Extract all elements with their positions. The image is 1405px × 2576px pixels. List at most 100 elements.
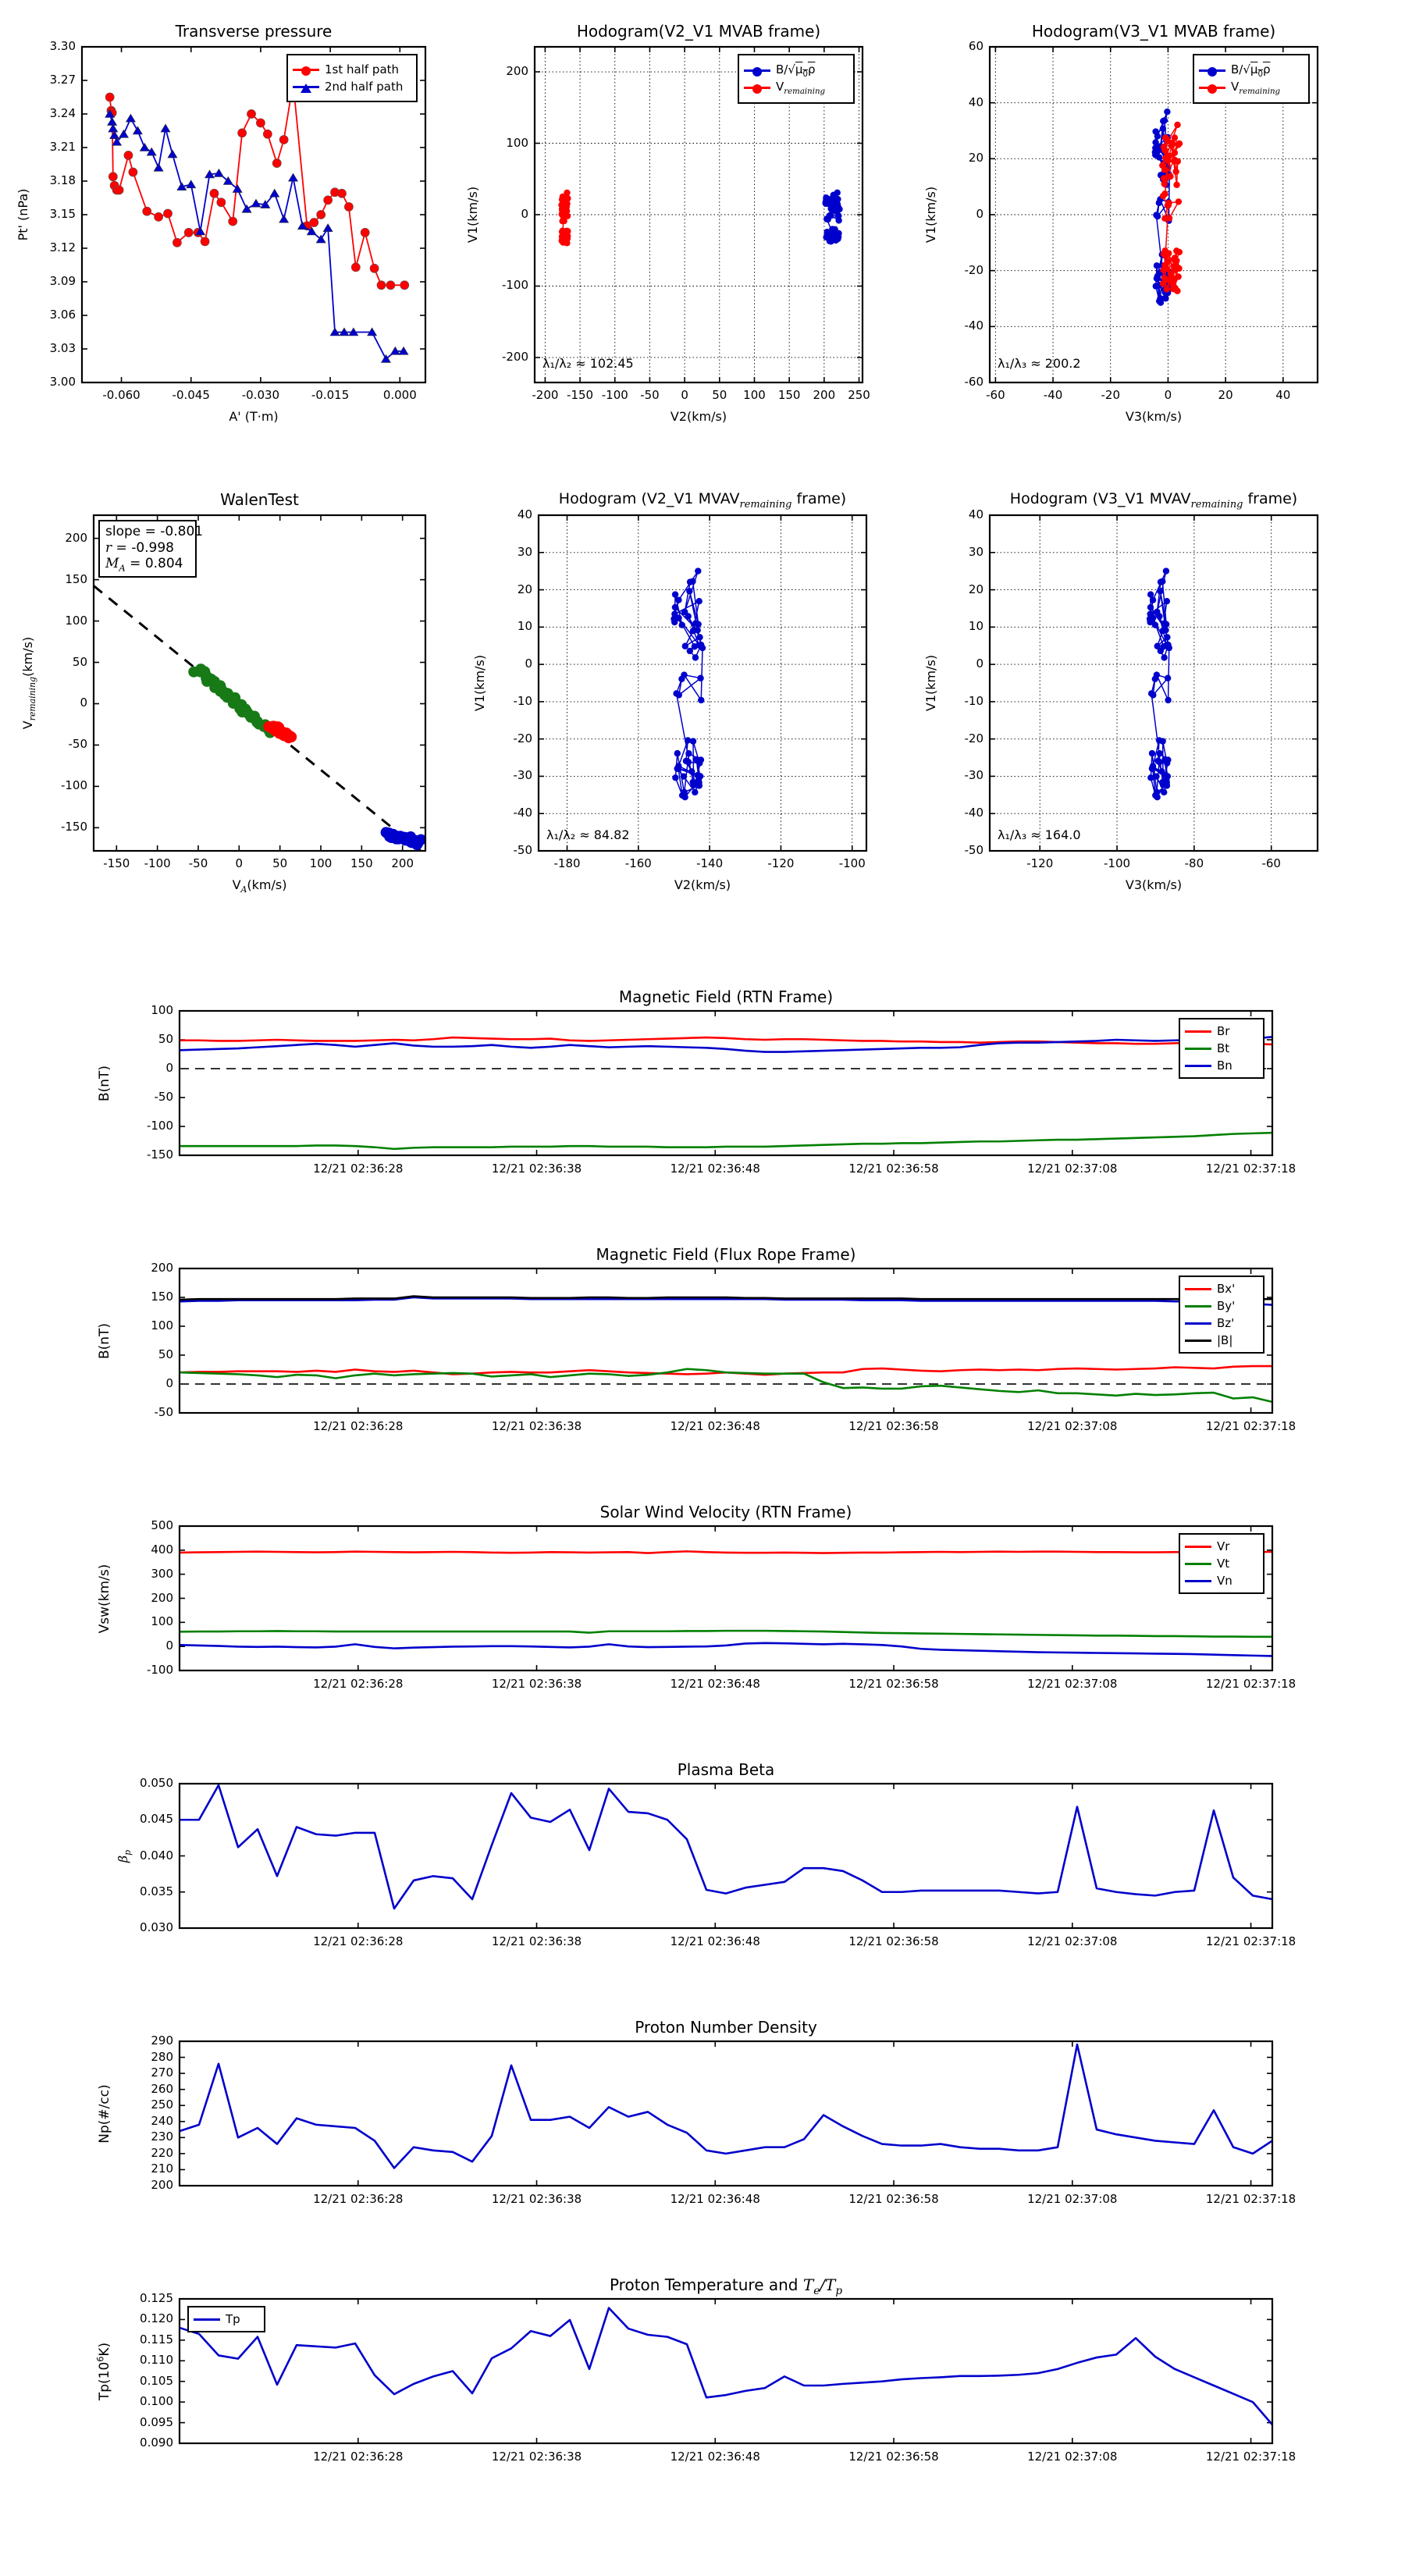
transverse-pressure-point (337, 188, 347, 198)
hodo-v3v1-mvab-point (1164, 108, 1171, 116)
hodo-v3v1-mvav-point (1161, 620, 1168, 627)
tp-ytick-label: 0.105 (140, 2373, 173, 2388)
b-fluxrope-legend-item[interactable]: Bx' (1185, 1280, 1258, 1297)
transverse-pressure-point (369, 263, 379, 273)
transverse-pressure-ytick-label: 3.15 (49, 207, 76, 221)
hodo-v2v1-mvav-xtick-label: -120 (767, 856, 795, 870)
walen-ytick-label: -50 (68, 737, 88, 752)
vsw-xtick-label: 12/21 02:36:38 (491, 1677, 582, 1691)
hodo-v3v1-mvab-legend[interactable]: B/√μ0ρ Vremaining (1193, 54, 1310, 104)
b-rtn-legend[interactable]: Br Bt Bn (1179, 1018, 1264, 1079)
vsw-xtick-label: 12/21 02:37:18 (1205, 1677, 1297, 1691)
tp-legend-swatch (194, 2318, 220, 2321)
b-fluxrope-xtick-label: 12/21 02:36:38 (491, 1419, 582, 1433)
hodo-v2v1-mvav-point (689, 578, 696, 585)
hodo-v3v1-mvab-title: Hodogram(V3_V1 MVAB frame) (1031, 22, 1276, 41)
transverse-pressure-point (256, 118, 265, 128)
hodo-v3v1-mvab-ytick-label: -60 (964, 375, 984, 389)
tp-legend-item[interactable]: Tp (194, 2311, 259, 2328)
hodo-v2v1-mvab-point (823, 215, 831, 222)
vsw-legend-item[interactable]: Vr (1185, 1538, 1258, 1555)
hodo-v3v1-mvab-ytick-label: -20 (964, 262, 984, 277)
hodo-v3v1-mvav-point (1158, 768, 1165, 775)
transverse-pressure-point (329, 327, 340, 336)
vsw-legend-item[interactable]: Vn (1185, 1572, 1258, 1589)
tp-series-0 (180, 2307, 1272, 2426)
hodo-v2v1-mvab-legend[interactable]: B/√μ0ρ Vremaining (738, 54, 855, 104)
transverse-pressure-legend[interactable]: 1st half path 2nd half path (286, 54, 418, 102)
transverse-pressure-xlabel: A' (T·m) (229, 409, 279, 424)
b-rtn-legend-item[interactable]: Bn (1185, 1057, 1258, 1074)
hodo-v2v1-mvav-point (686, 588, 693, 595)
hodo-v3v1-mvav-ytick-label: 30 (968, 544, 984, 559)
hodo-v2v1-mvav-point (682, 757, 690, 765)
hodo-v3v1-mvab-point (1171, 149, 1179, 156)
b-fluxrope-ytick-label: 0 (165, 1376, 173, 1390)
hodo-v2v1-mvav-eigenvalue-annotation: λ₁/λ₂ ≈ 84.82 (546, 827, 630, 842)
hodo-v3v1-mvab-point (1155, 199, 1163, 207)
hodo-v3v1-mvab-legend-item[interactable]: B/√μ0ρ (1199, 62, 1304, 79)
transverse-pressure-point (380, 354, 391, 363)
transverse-pressure-ytick-label: 3.24 (49, 106, 76, 120)
transverse-pressure-point (398, 346, 409, 355)
transverse-pressure-legend-item[interactable]: 2nd half path (293, 78, 411, 95)
walen-stat-ma: MA = 0.804 (105, 556, 183, 574)
hodo-v2v1-mvab-xtick-label: 0 (681, 388, 688, 402)
transverse-pressure-point (272, 158, 282, 168)
beta-ytick-label: 0.045 (140, 1812, 173, 1827)
hodo-v3v1-mvab-legend-item[interactable]: Vremaining (1199, 79, 1304, 96)
beta-xtick-label: 12/21 02:36:38 (491, 1934, 582, 1948)
transverse-pressure-point (339, 327, 350, 336)
hodo-v2v1-mvab-legend-item[interactable]: B/√μ0ρ (744, 62, 848, 79)
b-fluxrope-legend-swatch (1185, 1287, 1211, 1290)
b-rtn-legend-item[interactable]: Br (1185, 1023, 1258, 1040)
transverse-pressure-point (262, 129, 272, 139)
hodo-v2v1-mvav-ytick-label: -10 (513, 693, 533, 708)
walen-xtick-label: -150 (103, 856, 130, 870)
transverse-pressure-point (260, 200, 271, 208)
transverse-pressure-legend-item[interactable]: 1st half path (293, 61, 411, 78)
b-rtn-legend-label: Bt (1217, 1041, 1230, 1055)
hodo-v2v1-mvav-point (695, 568, 702, 575)
beta-xtick-label: 12/21 02:37:18 (1205, 1934, 1297, 1948)
transverse-pressure-point (128, 167, 138, 177)
vsw-legend-item[interactable]: Vt (1185, 1555, 1258, 1572)
hodo-v2v1-mvab-xlabel: V2(km/s) (670, 409, 727, 424)
b-fluxrope-legend[interactable]: Bx' By' Bz' |B| (1179, 1276, 1264, 1354)
walen-title: WalenTest (220, 490, 299, 509)
b-fluxrope-xtick-label: 12/21 02:36:28 (313, 1419, 404, 1433)
vsw-legend-label: Vr (1217, 1539, 1230, 1553)
b-fluxrope-legend-item[interactable]: Bz' (1185, 1315, 1258, 1332)
hodo-v2v1-mvav-point (693, 756, 700, 763)
b-rtn-xtick-label: 12/21 02:37:08 (1027, 1162, 1118, 1176)
hodo-v2v1-mvav-point (692, 620, 699, 627)
tp-legend[interactable]: Tp (187, 2306, 265, 2332)
b-fluxrope-ytick-label: 200 (151, 1261, 173, 1275)
walen-stat-slope: slope = -0.801 (105, 524, 204, 539)
b-fluxrope-legend-label: Bz' (1217, 1316, 1235, 1330)
b-fluxrope-legend-label: By' (1217, 1299, 1236, 1313)
hodo-v2v1-mvab-ytick-label: 200 (506, 64, 528, 79)
walen-xlabel: VA(km/s) (232, 877, 287, 895)
hodo-v3v1-mvab-point (1152, 128, 1159, 135)
hodo-v2v1-mvab-legend-item[interactable]: Vremaining (744, 79, 848, 96)
b-rtn-ylabel: B(nT) (97, 1065, 112, 1101)
tp-ytick-label: 0.110 (140, 2353, 173, 2368)
transverse-pressure-point (125, 113, 136, 123)
b-fluxrope-legend-item[interactable]: |B| (1185, 1332, 1258, 1349)
walen-ytick-label: 50 (72, 654, 87, 669)
walen-ytick-label: 0 (80, 696, 87, 710)
b-fluxrope-legend-item[interactable]: By' (1185, 1297, 1258, 1315)
transverse-pressure-xtick-label: -0.060 (102, 388, 140, 402)
b-rtn-legend-item[interactable]: Bt (1185, 1040, 1258, 1057)
hodo-v2v1-mvab-point (824, 199, 831, 206)
hodo-v2v1-mvav-xtick-label: -160 (624, 856, 652, 870)
hodo-v3v1-mvav-point (1161, 756, 1168, 763)
hodo-v3v1-mvav-ylabel: V1(km/s) (923, 654, 938, 712)
hodo-v3v1-mvav-point (1159, 578, 1166, 585)
vsw-legend[interactable]: Vr Vt Vn (1179, 1533, 1264, 1594)
hodo-v3v1-mvab-ytick-label: 60 (968, 39, 984, 53)
np-ytick-label: 280 (151, 2049, 173, 2064)
hodo-v3v1-mvab-ytick-label: 40 (968, 94, 984, 109)
hodo-v3v1-mvab-point (1176, 140, 1183, 148)
